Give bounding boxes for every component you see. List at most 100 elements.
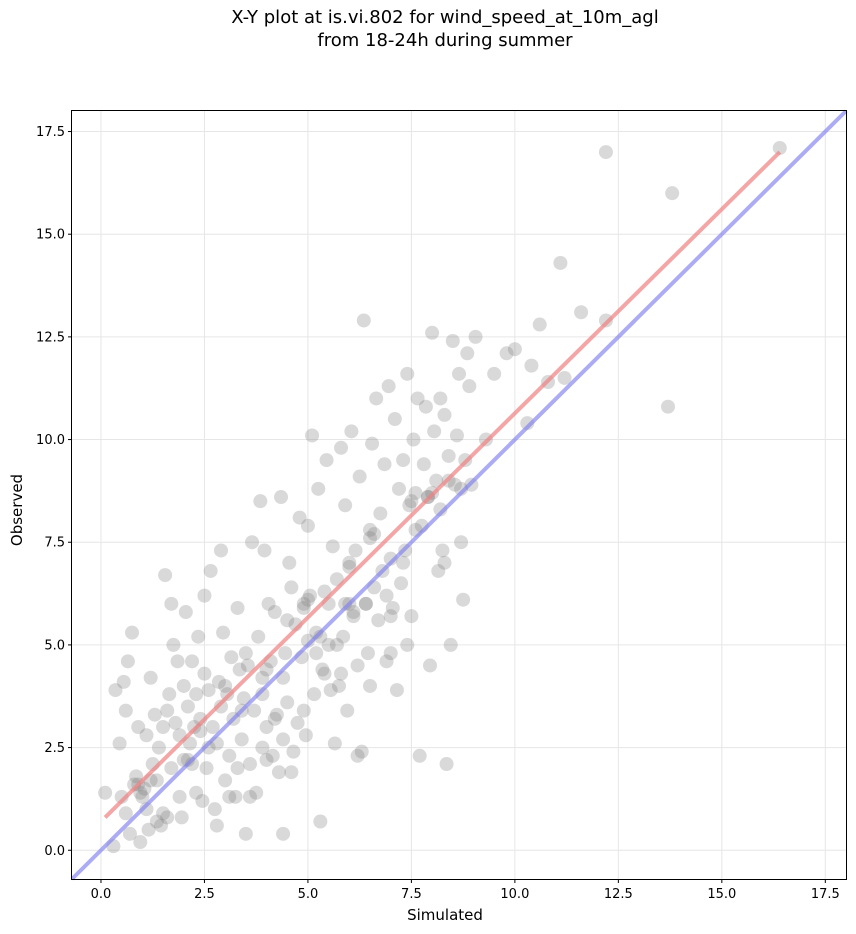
data-point (265, 748, 280, 763)
data-point (166, 637, 181, 652)
data-point (307, 687, 322, 702)
data-point (404, 609, 419, 624)
data-point (274, 490, 289, 505)
data-point (456, 592, 471, 607)
data-point (234, 732, 249, 747)
data-point (230, 600, 245, 615)
data-point (153, 818, 168, 833)
data-point (201, 683, 216, 698)
data-point (340, 703, 355, 718)
data-point (238, 826, 253, 841)
data-point (245, 535, 260, 550)
data-point (240, 658, 255, 673)
data-point (201, 740, 216, 755)
data-point (331, 678, 346, 693)
data-point (363, 522, 378, 537)
data-point (377, 457, 392, 472)
data-point (147, 707, 162, 722)
data-point (356, 313, 371, 328)
data-point (218, 773, 233, 788)
chart-title: X-Y plot at is.vi.802 for wind_speed_at_… (231, 7, 659, 28)
data-point (329, 637, 344, 652)
data-point (383, 551, 398, 566)
data-point (487, 366, 502, 381)
data-point (267, 605, 282, 620)
data-point (276, 732, 291, 747)
data-point (358, 596, 373, 611)
data-point (396, 555, 411, 570)
data-point (311, 481, 326, 496)
data-point (433, 502, 448, 517)
data-point (129, 769, 144, 784)
data-point (360, 646, 375, 661)
data-point (156, 720, 171, 735)
data-point (214, 543, 229, 558)
data-point (296, 600, 311, 615)
data-point (257, 543, 272, 558)
data-point (468, 329, 483, 344)
data-point (300, 518, 315, 533)
data-point (197, 588, 212, 603)
data-point (323, 683, 338, 698)
data-point (255, 740, 270, 755)
data-point (309, 625, 324, 640)
data-point (441, 448, 456, 463)
data-point (218, 678, 233, 693)
x-tick-label: 12.5 (604, 887, 633, 902)
data-point (276, 826, 291, 841)
data-point (168, 715, 183, 730)
data-point (296, 596, 311, 611)
data-point (348, 543, 363, 558)
data-point (772, 140, 787, 155)
plot-frame (71, 110, 847, 880)
data-point (344, 424, 359, 439)
x-tick-label: 2.5 (194, 887, 215, 902)
data-point (259, 662, 274, 677)
data-point (406, 432, 421, 447)
data-point (222, 789, 237, 804)
data-point (325, 539, 340, 554)
data-point (598, 145, 613, 160)
data-point (460, 346, 475, 361)
y-tick-label: 17.5 (36, 125, 65, 140)
data-point (120, 654, 135, 669)
data-point (278, 646, 293, 661)
data-point (195, 793, 210, 808)
data-point (532, 317, 547, 332)
data-point (286, 744, 301, 759)
data-point (391, 481, 406, 496)
data-point (189, 687, 204, 702)
data-point (269, 707, 284, 722)
data-point (383, 646, 398, 661)
data-point (116, 674, 131, 689)
data-point (230, 761, 245, 776)
data-point (164, 761, 179, 776)
fit-line (103, 150, 782, 819)
data-point (338, 498, 353, 513)
data-point (383, 609, 398, 624)
data-point (402, 498, 417, 513)
data-point (358, 596, 373, 611)
data-point (242, 757, 257, 772)
data-point (300, 592, 315, 607)
data-point (379, 588, 394, 603)
data-point (131, 720, 146, 735)
x-tick-label: 17.5 (811, 887, 840, 902)
data-point (387, 412, 402, 427)
data-point (160, 703, 175, 718)
data-points (98, 140, 787, 854)
x-tick-label: 7.5 (401, 887, 422, 902)
data-point (98, 785, 113, 800)
data-point (255, 687, 270, 702)
data-point (180, 752, 195, 767)
data-point (305, 428, 320, 443)
y-tick-label: 7.5 (44, 536, 65, 551)
data-point (290, 715, 305, 730)
data-point (118, 806, 133, 821)
data-point (160, 810, 175, 825)
data-point (249, 785, 264, 800)
data-point (346, 609, 361, 624)
data-point (170, 654, 185, 669)
data-point (373, 506, 388, 521)
data-point (553, 255, 568, 270)
